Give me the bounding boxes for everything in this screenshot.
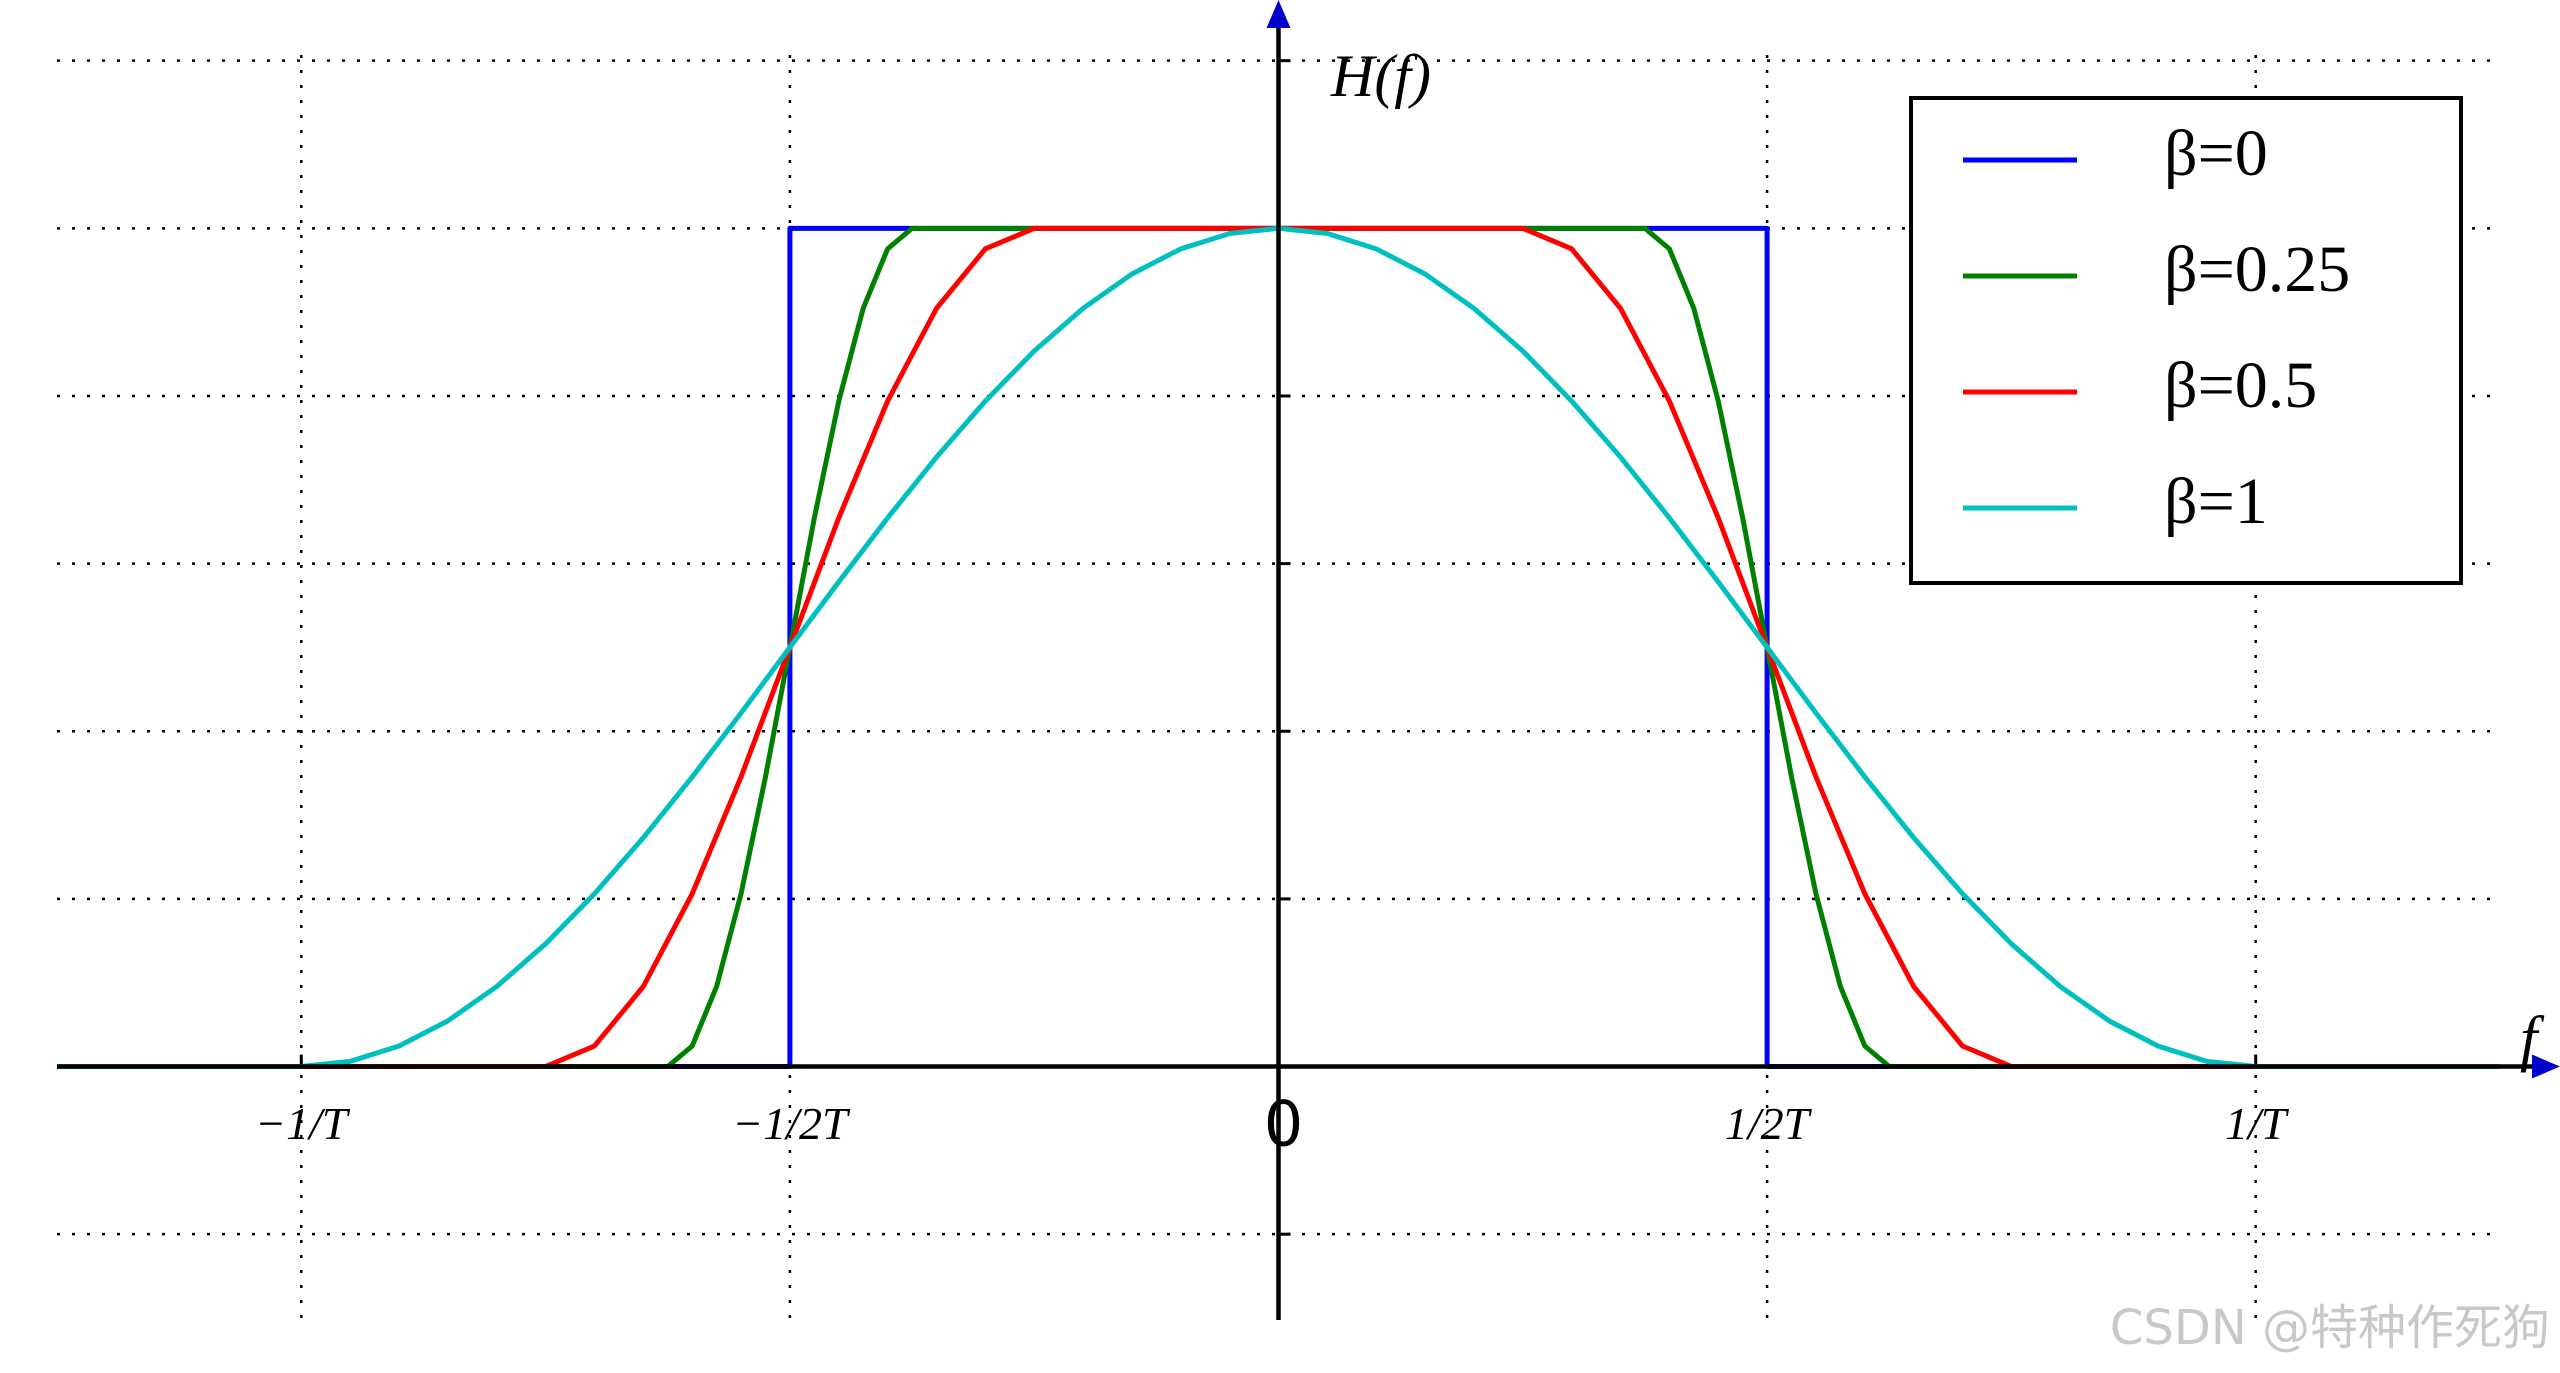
legend-box xyxy=(1909,96,2463,585)
y-axis-label: H(f) xyxy=(1330,43,1431,109)
x-tick-label: 1/2T xyxy=(1725,1098,1813,1149)
x-tick-label: −1/T xyxy=(255,1098,351,1149)
y-axis-arrow xyxy=(1266,0,1291,28)
legend-label: β=0 xyxy=(2164,117,2268,190)
x-tick-label: 1/T xyxy=(2225,1098,2290,1149)
legend: β=0 β=0.25 β=0.5 β=1 xyxy=(1909,96,2463,585)
legend-label: β=0.25 xyxy=(2164,233,2350,306)
x-tick-label: −1/2T xyxy=(732,1098,851,1149)
x-tick-label: 0 xyxy=(1264,1088,1303,1161)
legend-label: β=1 xyxy=(2164,465,2268,538)
watermark: CSDN @特种作死狗 xyxy=(2110,1300,2550,1356)
x-axis-arrow xyxy=(2532,1054,2560,1079)
legend-label: β=0.5 xyxy=(2164,349,2317,422)
